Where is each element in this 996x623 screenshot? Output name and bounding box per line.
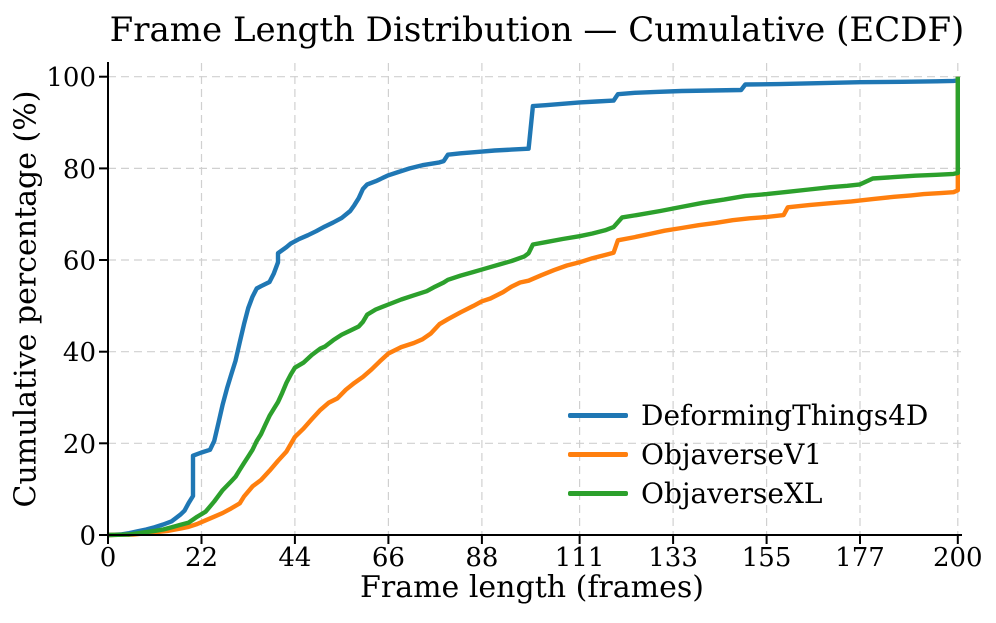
x-tick-label-200: 200 — [933, 543, 983, 573]
x-tick-label-22: 22 — [185, 543, 218, 573]
x-tick-label-44: 44 — [278, 543, 311, 573]
x-tick-label-0: 0 — [100, 543, 117, 573]
x-tick-label-66: 66 — [372, 543, 405, 573]
chart-title: Frame Length Distribution — Cumulative (… — [109, 10, 965, 50]
y-tick-label-100: 100 — [46, 63, 96, 93]
legend-item-objaversexl: ObjaverseXL — [568, 474, 928, 513]
x-tick-label-177: 177 — [835, 543, 885, 573]
legend-swatch-objaversev1 — [568, 452, 628, 457]
legend-label-objaversev1: ObjaverseV1 — [641, 438, 823, 471]
legend-item-objaversev1: ObjaverseV1 — [568, 435, 928, 474]
legend-label-deformingthings4d: DeformingThings4D — [641, 399, 929, 432]
x-tick-label-155: 155 — [742, 543, 792, 573]
legend-swatch-objaversexl — [568, 491, 628, 496]
x-tick-label-111: 111 — [555, 543, 605, 573]
y-tick-label-60: 60 — [63, 247, 96, 277]
x-tick-label-133: 133 — [648, 543, 698, 573]
x-tick-label-88: 88 — [465, 543, 498, 573]
legend-swatch-deformingthings4d — [568, 413, 628, 418]
legend-label-objaversexl: ObjaverseXL — [641, 477, 823, 510]
y-tick-label-20: 20 — [63, 430, 96, 460]
series-line-objaversexl — [107, 76, 960, 538]
legend: DeformingThings4D ObjaverseV1 ObjaverseX… — [568, 396, 928, 513]
y-tick-label-80: 80 — [63, 155, 96, 185]
series-line-objaversev1 — [107, 76, 960, 538]
legend-item-deformingthings4d: DeformingThings4D — [568, 396, 928, 435]
y-tick-label-0: 0 — [79, 522, 96, 552]
x-axis-label: Frame length (frames) — [360, 570, 704, 605]
y-tick-label-40: 40 — [63, 338, 96, 368]
y-axis-label: Cumulative percentage (%) — [8, 90, 44, 508]
series-line-deformingthings4d — [107, 76, 960, 538]
